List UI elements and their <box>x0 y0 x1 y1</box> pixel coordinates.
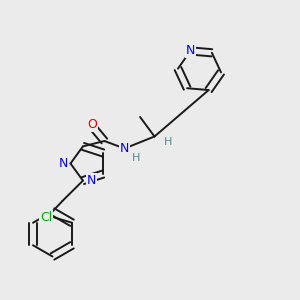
Text: H: H <box>164 137 172 147</box>
Text: N: N <box>86 174 96 187</box>
Text: H: H <box>132 153 140 163</box>
Text: N: N <box>186 44 195 57</box>
Text: Cl: Cl <box>40 211 52 224</box>
Text: N: N <box>59 157 68 170</box>
Text: O: O <box>88 118 97 131</box>
Text: N: N <box>120 142 129 155</box>
